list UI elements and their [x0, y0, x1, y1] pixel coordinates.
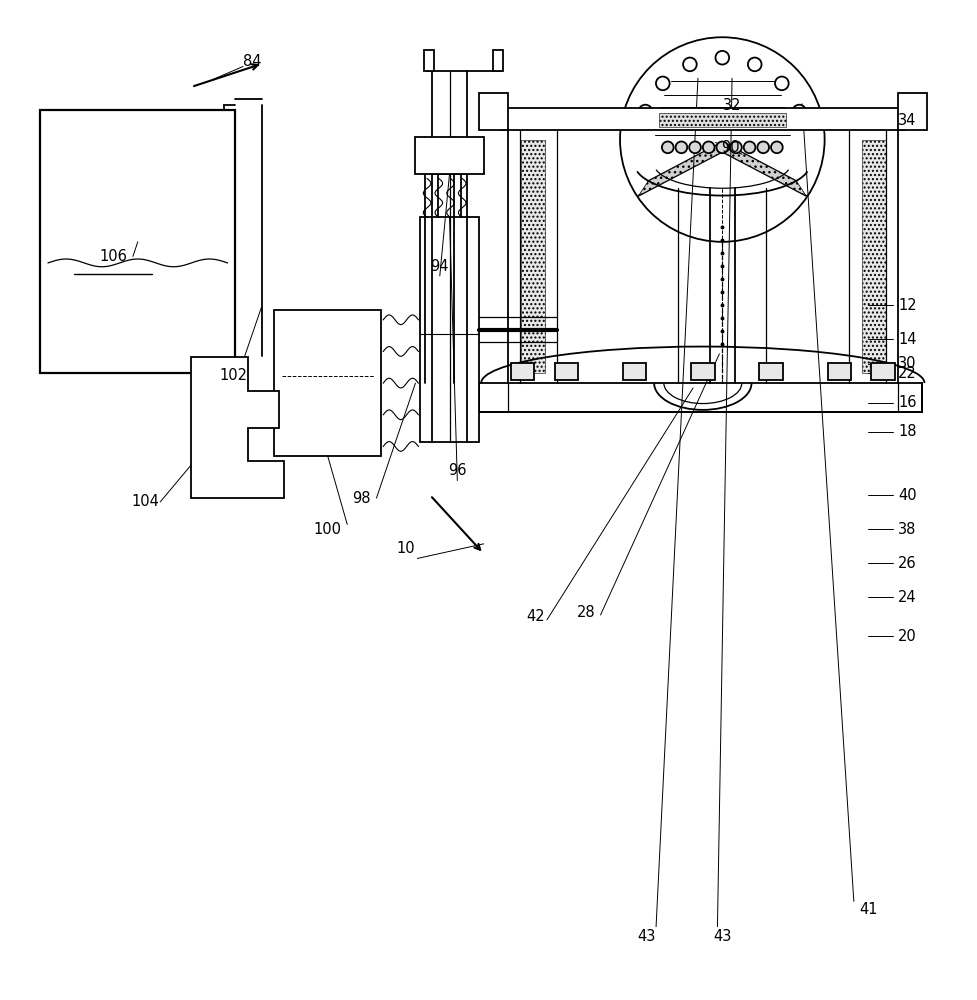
Bar [493, 50, 503, 71]
Bar [479, 383, 922, 412]
Text: 42: 42 [526, 609, 544, 624]
Bar [479, 93, 508, 130]
Bar [871, 363, 895, 380]
Circle shape [730, 141, 742, 153]
Polygon shape [191, 357, 284, 498]
Circle shape [716, 141, 728, 153]
Circle shape [689, 141, 701, 153]
Circle shape [702, 141, 714, 153]
Circle shape [715, 51, 729, 65]
Text: 104: 104 [132, 494, 159, 509]
Text: 32: 32 [723, 98, 742, 113]
Bar [623, 363, 647, 380]
Bar [424, 50, 434, 71]
Polygon shape [638, 142, 722, 196]
Text: 24: 24 [898, 590, 916, 605]
Bar [555, 363, 578, 380]
Circle shape [661, 141, 673, 153]
Polygon shape [722, 142, 806, 196]
Text: 43: 43 [637, 929, 656, 944]
Circle shape [792, 105, 806, 118]
Circle shape [743, 141, 755, 153]
Circle shape [639, 105, 653, 118]
Bar [898, 93, 927, 130]
Bar [511, 363, 534, 380]
Text: 100: 100 [314, 522, 342, 537]
Text: 34: 34 [898, 113, 916, 128]
Text: 96: 96 [448, 463, 467, 478]
Bar [500, 108, 906, 130]
Circle shape [748, 58, 761, 71]
Bar [828, 363, 851, 380]
Bar [275, 310, 381, 456]
Text: 12: 12 [898, 298, 916, 313]
Bar [691, 363, 714, 380]
Circle shape [683, 58, 697, 71]
Text: 94: 94 [431, 259, 449, 274]
Bar [420, 217, 479, 442]
Text: 14: 14 [898, 332, 916, 347]
Circle shape [775, 77, 788, 90]
Text: 30: 30 [898, 356, 916, 371]
Text: 18: 18 [898, 424, 916, 439]
Text: 40: 40 [898, 488, 916, 503]
Bar [759, 363, 783, 380]
Text: 26: 26 [898, 556, 916, 571]
Text: 90: 90 [721, 140, 740, 155]
Text: 98: 98 [353, 491, 371, 506]
Bar [40, 110, 235, 373]
Circle shape [757, 141, 769, 153]
Bar [659, 113, 786, 127]
Bar [862, 140, 886, 373]
Text: 84: 84 [243, 54, 262, 69]
Text: 22: 22 [898, 366, 916, 381]
Text: 20: 20 [898, 629, 916, 644]
Text: 106: 106 [100, 249, 127, 264]
Text: 28: 28 [576, 605, 595, 620]
Text: 102: 102 [219, 368, 247, 383]
Circle shape [771, 141, 783, 153]
Bar [415, 137, 484, 174]
Text: 43: 43 [713, 929, 732, 944]
Text: 38: 38 [898, 522, 916, 537]
Circle shape [656, 77, 669, 90]
Text: 10: 10 [397, 541, 415, 556]
Circle shape [620, 37, 825, 242]
Circle shape [675, 141, 687, 153]
Text: 16: 16 [898, 395, 916, 410]
Bar [521, 140, 545, 373]
Text: 41: 41 [859, 902, 877, 917]
